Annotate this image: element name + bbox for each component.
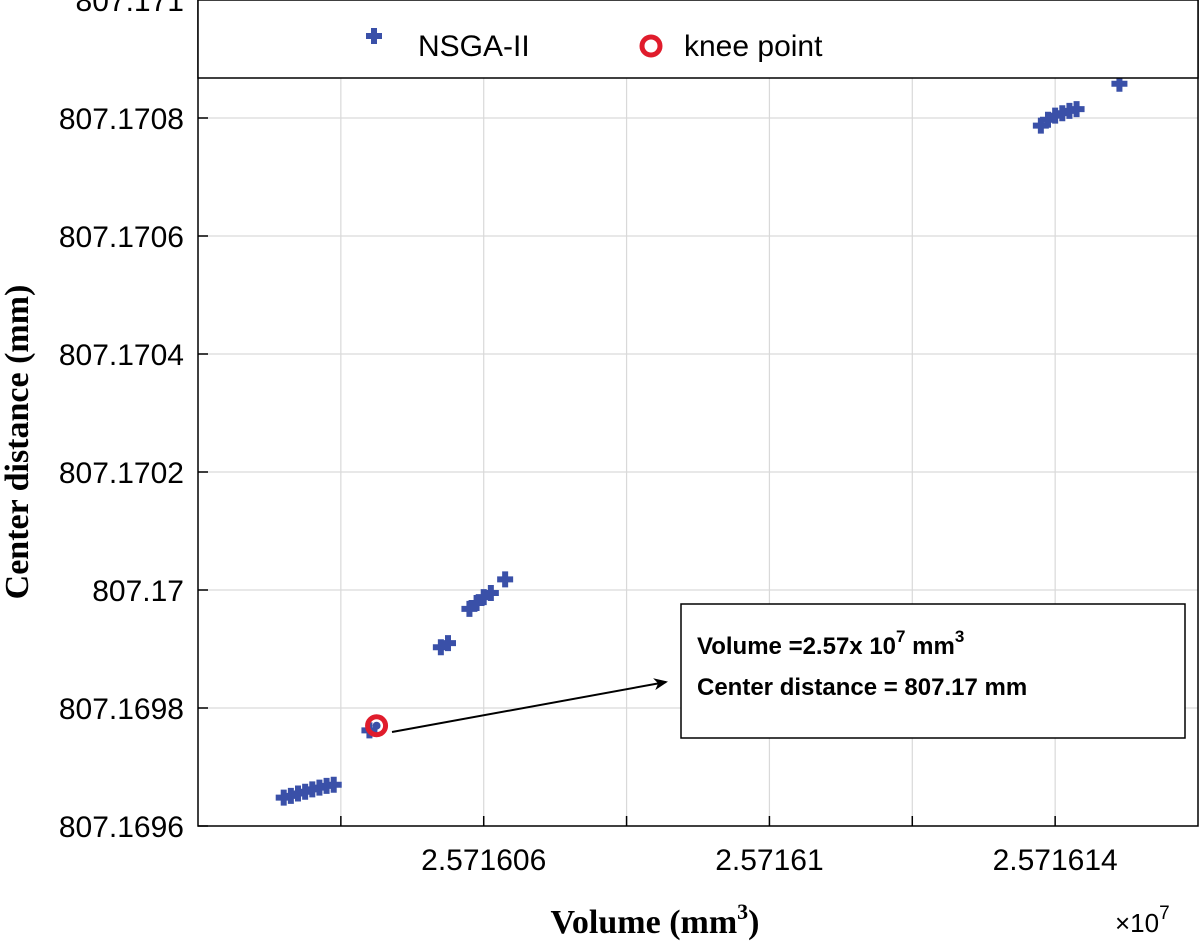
legend-nsga-ii-marker	[366, 28, 382, 44]
legend-nsga-ii-label: NSGA-II	[418, 30, 530, 63]
nsga-ii-point	[482, 584, 499, 601]
tick-marks	[198, 0, 1056, 827]
axes-frame	[197, 0, 1199, 827]
annotation-volume-text: Volume =2.57x 107 mm3	[697, 627, 964, 660]
legend: NSGA-II knee point	[197, 0, 1199, 79]
y-tick-label: 807.1702	[59, 457, 184, 490]
x-axis-multiplier: ×107	[1115, 903, 1170, 938]
knee-annotation: Volume =2.57x 107 mm3 Center distance = …	[391, 603, 1186, 739]
knee-point-marker	[365, 714, 389, 738]
y-axis-label: Center distance (mm)	[0, 285, 36, 600]
y-tick-label: 807.1708	[59, 103, 184, 136]
nsga-ii-point	[325, 776, 342, 793]
x-tick-label: 2.571614	[993, 844, 1118, 877]
y-tick-label: 807.1704	[59, 339, 184, 372]
nsga-ii-point	[497, 571, 514, 588]
nsga-ii-point	[440, 635, 456, 652]
annotation-box	[680, 603, 1186, 739]
annotation-center-distance-text: Center distance = 807.17 mm	[697, 674, 1027, 701]
grid-lines	[198, 0, 1198, 826]
x-tick-label: 2.57161	[715, 844, 823, 877]
legend-box	[197, 0, 1199, 79]
annotation-arrow	[391, 678, 668, 733]
y-tick-label: 807.1696	[59, 811, 184, 844]
legend-knee-point-marker	[639, 34, 663, 58]
nsga-ii-point	[1068, 101, 1085, 118]
tick-labels: 2.571606 2.57161 2.571614 807.1696 807.1698 8…	[59, 0, 1118, 877]
data-points	[275, 75, 1128, 806]
x-axis-label: Volume (mm3)	[551, 899, 760, 941]
y-tick-label: 807.17	[92, 575, 184, 608]
x-tick-label: 2.571606	[421, 844, 546, 877]
legend-knee-point-label: knee point	[684, 30, 823, 63]
y-tick-label: 807.171	[76, 0, 184, 18]
y-tick-label: 807.1706	[59, 221, 184, 254]
y-tick-label: 807.1698	[59, 693, 184, 726]
knee-point-center	[372, 721, 381, 730]
